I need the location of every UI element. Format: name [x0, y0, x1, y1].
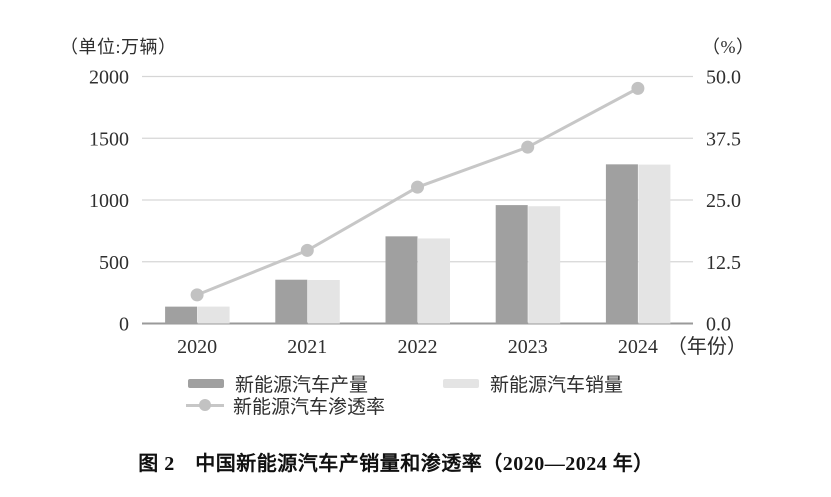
- penetration-dot: [521, 140, 535, 154]
- legend-item-penetration: 新能源汽车渗透率: [186, 394, 386, 418]
- left-axis-tick-label: 2000: [89, 67, 129, 89]
- x-axis-tick-label: 2023: [508, 336, 548, 358]
- legend-item-production: 新能源汽车产量: [188, 372, 369, 396]
- x-axis-tick-label: 2021: [287, 336, 327, 358]
- bar-sales: [418, 238, 450, 324]
- left-axis-tick-label: 0: [119, 314, 129, 336]
- penetration-dot: [300, 243, 314, 257]
- penetration-dot: [631, 81, 645, 95]
- x-axis-suffix-label: （年份）: [667, 335, 747, 358]
- bar-sales: [197, 306, 230, 324]
- figure-caption: 图 2 中国新能源汽车产销量和渗透率（2020—2024 年）: [138, 453, 654, 475]
- right-axis-tick-label: 50.0: [706, 67, 741, 89]
- right-axis-tick-label: 0.0: [706, 314, 731, 336]
- x-axis-tick-label: 2022: [398, 336, 438, 358]
- legend-label-sales: 新能源汽车销量: [490, 374, 624, 396]
- legend-item-sales: 新能源汽车销量: [443, 372, 624, 396]
- bar-production: [165, 306, 198, 324]
- right-axis-tick-label: 37.5: [706, 128, 741, 150]
- right-axis-unit-label: （%）: [702, 37, 755, 57]
- penetration-dot: [411, 180, 424, 194]
- right-axis-tick-label: 25.0: [706, 190, 741, 212]
- bar-production: [275, 279, 308, 324]
- left-axis-tick-label: 1000: [89, 190, 129, 212]
- legend-label-penetration: 新能源汽车渗透率: [233, 396, 386, 418]
- left-axis-tick-label: 1500: [89, 128, 129, 150]
- right-axis-tick-label: 12.5: [706, 252, 741, 274]
- bar-sales: [307, 280, 340, 324]
- bar-production: [385, 236, 418, 324]
- penetration-line-marker-icon: [186, 399, 224, 411]
- bar-production: [605, 164, 638, 324]
- x-axis-tick-label: 2020: [177, 336, 217, 358]
- sales-swatch-icon: [443, 378, 479, 388]
- bar-production: [495, 205, 528, 324]
- left-axis-unit-label: （单位:万辆）: [60, 37, 177, 57]
- legend-label-production: 新能源汽车产量: [235, 374, 369, 396]
- bar-sales: [528, 206, 561, 324]
- x-axis-tick-label: 2024: [618, 336, 658, 358]
- penetration-dot: [190, 288, 204, 302]
- production-swatch-icon: [188, 378, 224, 388]
- left-axis-tick-label: 500: [99, 252, 129, 274]
- bar-sales: [638, 164, 671, 324]
